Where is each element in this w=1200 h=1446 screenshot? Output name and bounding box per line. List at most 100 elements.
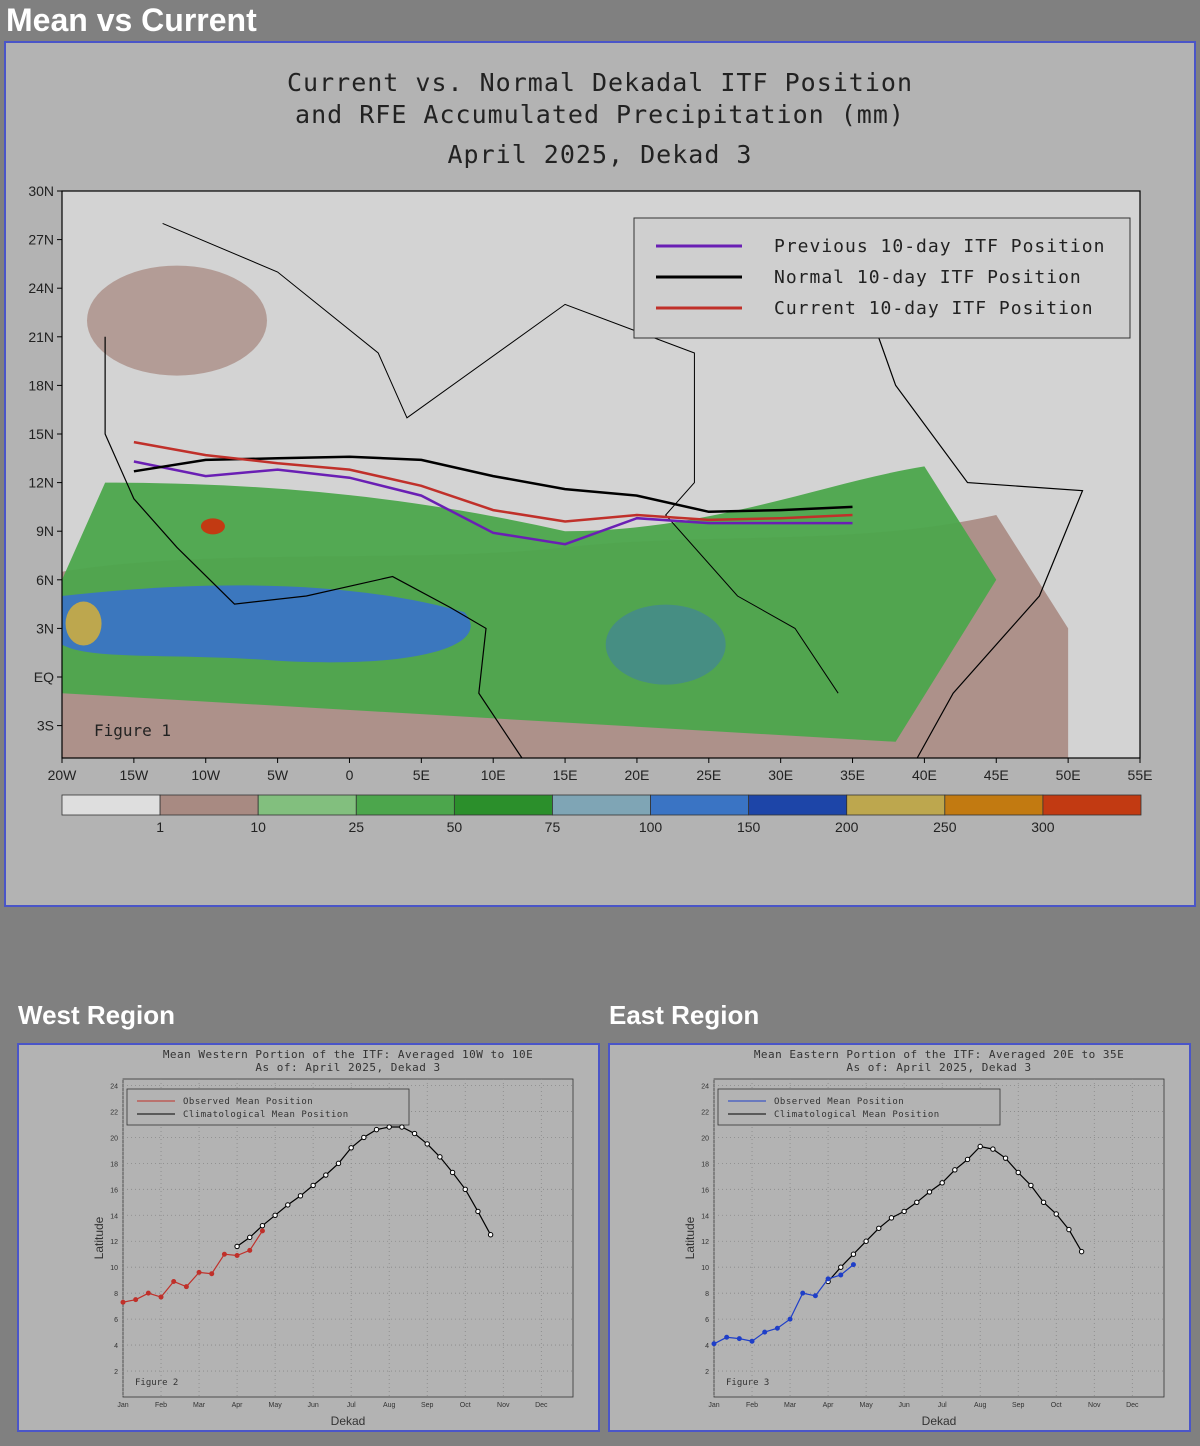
climatological-point	[462, 1186, 468, 1193]
map-title-line: Current vs. Normal Dekadal ITF Position	[287, 68, 913, 97]
x-tick-label: May	[268, 1402, 282, 1409]
plot-area	[713, 1078, 1165, 1398]
y-axis-label: Latitude	[683, 1216, 697, 1259]
figure-label: Figure 1	[94, 721, 171, 740]
x-tick-label: Apr	[823, 1402, 835, 1409]
y-axis-label: Latitude	[92, 1216, 106, 1259]
itf-precipitation-map: Current vs. Normal Dekadal ITF Position a…	[28, 68, 1153, 835]
map-title-line: and RFE Accumulated Precipitation (mm)	[295, 100, 905, 129]
climatological-point	[335, 1160, 342, 1167]
y-tick-label: 12N	[28, 475, 54, 491]
observed-point	[120, 1299, 126, 1305]
colorbar-cell	[748, 794, 848, 816]
country-borders	[162, 222, 839, 694]
y-tick-label: 21N	[28, 329, 54, 345]
x-tick-label: 55E	[1128, 767, 1153, 783]
climatological-point	[863, 1238, 869, 1244]
climatological-point	[939, 1180, 945, 1186]
y-tick-label: 4	[705, 1343, 709, 1350]
climatological-point	[437, 1154, 443, 1160]
observed-point	[171, 1278, 177, 1284]
observed-point	[736, 1336, 742, 1342]
climatological-point	[424, 1141, 430, 1147]
colorbar-label: 200	[835, 819, 859, 835]
y-tick-label: 24N	[28, 280, 54, 296]
climatological-point	[475, 1208, 481, 1215]
chart-title-line: Mean Eastern Portion of the ITF: Average…	[754, 1048, 1124, 1061]
figure-label: Figure 3	[726, 1378, 769, 1388]
observed-point	[234, 1253, 240, 1259]
colorbar-label: 300	[1031, 819, 1055, 835]
climatological-point	[411, 1130, 418, 1137]
x-tick-label: Nov	[497, 1402, 510, 1409]
x-tick-label: 15E	[553, 767, 578, 783]
chart-legend: Observed Mean Position Climatological Mea…	[717, 1088, 1001, 1126]
climatological-point	[247, 1234, 253, 1241]
colorbar-cell	[159, 794, 259, 816]
y-tick-label: 9N	[36, 523, 54, 539]
x-tick-label: Jul	[347, 1402, 356, 1409]
observed-point	[209, 1271, 215, 1277]
climatological-point	[1028, 1182, 1034, 1189]
legend-label: Current 10-day ITF Position	[774, 298, 1094, 319]
east-region-title: East Region	[609, 1000, 760, 1030]
climatological-point	[977, 1143, 983, 1150]
colorbar-cell	[552, 794, 651, 816]
y-tick-label: 22	[110, 1109, 118, 1116]
climatological-point	[361, 1134, 367, 1141]
y-tick-label: EQ	[34, 669, 54, 685]
climatological-point	[285, 1202, 291, 1208]
x-tick-label: 5W	[267, 767, 289, 783]
normal-itf-line	[133, 455, 853, 514]
y-tick-label: 12	[110, 1239, 118, 1246]
climatological-point	[399, 1124, 405, 1130]
x-tick-label: 15W	[119, 767, 149, 783]
climatological-point	[310, 1182, 316, 1189]
colorbar-cell	[846, 794, 946, 816]
colorbar-label: 75	[545, 819, 561, 835]
x-tick-label: 35E	[840, 767, 865, 783]
observed-point	[145, 1290, 151, 1296]
climatological-point	[990, 1146, 996, 1152]
observed-point	[812, 1293, 818, 1299]
y-tick-label: 4	[114, 1343, 118, 1350]
observed-point	[838, 1272, 844, 1278]
precip-peak-spot	[200, 518, 225, 535]
chart-title-line: As of: April 2025, Dekad 3	[846, 1061, 1031, 1074]
precip-sahara-patch	[86, 265, 267, 376]
x-tick-label: 10W	[191, 767, 221, 783]
colorbar-label: 25	[348, 819, 364, 835]
climatological-point	[888, 1215, 895, 1221]
x-tick-label: Jan	[117, 1402, 128, 1409]
colorbar-cell	[257, 794, 357, 816]
colorbar-cell	[944, 794, 1044, 816]
colorbar-label: 10	[250, 819, 266, 835]
climatological-point	[259, 1222, 266, 1229]
chart-legend: Observed Mean Position Climatological Mea…	[126, 1088, 410, 1126]
figure-label: Figure 2	[135, 1378, 178, 1388]
x-tick-label: Aug	[974, 1402, 987, 1409]
y-tick-label: 14	[110, 1213, 118, 1220]
climatological-point	[234, 1243, 240, 1250]
x-tick-label: Aug	[383, 1402, 396, 1409]
colorbar-label: 150	[737, 819, 761, 835]
y-tick-label: 8	[114, 1291, 118, 1298]
legend-label: Previous 10-day ITF Position	[774, 236, 1105, 257]
climatological-point	[876, 1225, 882, 1231]
observed-point	[133, 1297, 139, 1303]
current-itf-line	[133, 440, 853, 523]
precip-high-spot	[65, 601, 102, 646]
x-tick-label: Apr	[232, 1402, 244, 1409]
observed-point	[221, 1251, 227, 1257]
colorbar-cell	[453, 794, 553, 816]
y-tick-label: 16	[110, 1187, 118, 1194]
east-itf-chart: Mean Eastern Portion of the ITF: Average…	[683, 1048, 1165, 1428]
y-tick-label: 24	[110, 1083, 118, 1090]
previous-itf-line	[133, 460, 853, 546]
main-section-title: Mean vs Current	[6, 2, 257, 38]
x-tick-label: Mar	[193, 1402, 206, 1409]
x-tick-label: Dec	[1126, 1402, 1139, 1409]
precip-gulf-band	[62, 585, 471, 663]
y-tick-label: 20	[701, 1135, 709, 1142]
y-tick-label: 16	[701, 1187, 709, 1194]
